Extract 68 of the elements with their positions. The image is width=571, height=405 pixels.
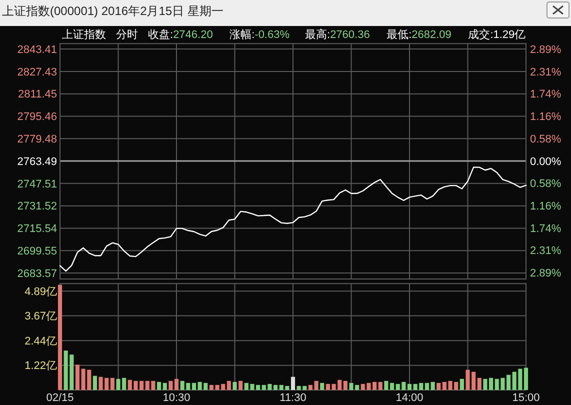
- y2-tick-label: 1.74%: [530, 223, 562, 236]
- y-tick-label: 2683.57: [17, 268, 57, 280]
- x-tick-label: 02/15: [46, 392, 74, 404]
- y2-tick-label: 2.31%: [530, 245, 562, 258]
- x-tick-label: 10:30: [162, 392, 190, 404]
- y2-tick-label: 2.31%: [530, 66, 562, 78]
- x-tick-label: 15:00: [512, 392, 540, 404]
- y-tick-label: 2699.55: [17, 245, 57, 258]
- y-tick-label: 2763.49: [17, 156, 57, 168]
- bar: [524, 368, 528, 390]
- text: 涨幅:-0.63%: [230, 29, 290, 41]
- bar: [314, 380, 318, 390]
- bar: [390, 382, 394, 390]
- bar: [430, 382, 435, 390]
- bar: [226, 380, 231, 390]
- y2-tick-label: 1.74%: [530, 88, 562, 100]
- bar: [290, 376, 296, 390]
- text: 收盘:2746.20: [148, 29, 213, 41]
- chart-title: 上证指数(000001) 2016年2月15日 星期一: [2, 4, 224, 18]
- x-tick-label: 14:00: [396, 392, 424, 404]
- text: 最高:2760.36: [305, 28, 370, 41]
- y-tick-label: 4.89亿: [24, 286, 57, 298]
- y-tick-label: 2747.51: [17, 178, 57, 190]
- y-tick-label: 2843.41: [17, 44, 57, 56]
- bar: [424, 382, 430, 390]
- bar: [378, 382, 382, 390]
- y-tick-label: 2779.48: [17, 133, 57, 146]
- y2-tick-label: 2.89%: [530, 44, 562, 56]
- y2-tick-label: 0.58%: [530, 178, 562, 190]
- bar: [384, 380, 388, 390]
- bar: [92, 376, 97, 390]
- bar: [162, 382, 167, 390]
- bar: [308, 384, 313, 390]
- bar: [436, 382, 441, 390]
- line-series: [59, 166, 527, 272]
- y-tick-label: 2811.45: [18, 88, 57, 101]
- y-tick-label: 2827.43: [17, 66, 57, 78]
- y2-tick-label: 0.58%: [530, 133, 562, 146]
- y-tick-label: 2731.52: [17, 200, 57, 213]
- text: 上证指数: [62, 28, 106, 41]
- y2-tick-label: 0.00%: [530, 156, 562, 168]
- y-tick-label: 2795.46: [17, 111, 57, 124]
- bar: [192, 382, 196, 390]
- bar: [477, 378, 482, 390]
- text: 最低:2682.09: [386, 29, 452, 41]
- bar: [168, 380, 173, 390]
- bar: [156, 382, 162, 390]
- y-tick-label: 1.22亿: [24, 360, 57, 372]
- bar: [110, 378, 114, 390]
- y2-tick-label: 2.89%: [530, 268, 562, 280]
- bar: [75, 364, 80, 390]
- bar: [460, 378, 464, 390]
- y2-tick-label: 1.16%: [530, 200, 562, 213]
- bar: [320, 382, 324, 390]
- y2-tick-label: 1.16%: [530, 110, 562, 123]
- text: 分时: [116, 28, 138, 41]
- y-tick-label: 2.44亿: [24, 335, 57, 348]
- y-tick-label: 2715.54: [17, 223, 57, 236]
- bar: [273, 384, 278, 390]
- bar: [232, 382, 237, 390]
- x-tick-label: 11:30: [280, 392, 306, 404]
- bar: [174, 378, 179, 390]
- text: 成交:1.29亿: [468, 28, 526, 41]
- bar: [238, 380, 243, 390]
- bar: [343, 380, 348, 390]
- y-tick-label: 3.67亿: [24, 310, 57, 323]
- bar: [407, 384, 412, 390]
- bar: [506, 374, 511, 390]
